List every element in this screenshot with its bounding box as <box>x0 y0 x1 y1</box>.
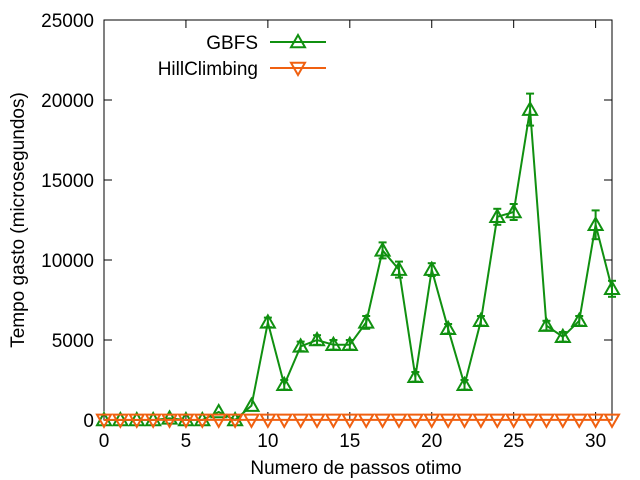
legend-marker <box>289 61 307 78</box>
x-tick-label: 15 <box>339 431 360 452</box>
data-point <box>259 413 277 429</box>
x-tick-label: 25 <box>503 431 524 452</box>
data-point <box>455 413 474 429</box>
y-tick-label: 25000 <box>41 11 94 32</box>
data-point <box>209 413 228 429</box>
legend-label: GBFS <box>206 33 258 54</box>
data-point <box>406 413 425 429</box>
data-point <box>406 367 425 384</box>
data-point <box>586 215 605 232</box>
data-point <box>128 413 146 429</box>
data-point <box>488 413 507 429</box>
legend-label: HillClimbing <box>158 59 258 80</box>
data-point <box>275 375 293 392</box>
data-point <box>308 330 326 347</box>
data-point <box>111 413 130 429</box>
data-point <box>291 337 310 353</box>
data-point <box>554 327 572 344</box>
data-point <box>259 313 277 329</box>
data-point <box>209 402 228 419</box>
series-hillclimbing <box>95 413 621 429</box>
data-point <box>537 413 556 429</box>
data-point <box>193 413 212 429</box>
y-axis-title: Tempo gasto (microsegundos) <box>8 92 29 348</box>
data-point <box>603 413 621 429</box>
y-tick-label: 0 <box>83 411 94 432</box>
data-point <box>455 375 474 392</box>
data-point <box>504 202 523 219</box>
data-point <box>423 413 441 429</box>
data-point <box>177 413 195 429</box>
y-tick-label: 15000 <box>41 171 94 192</box>
data-point <box>226 413 244 429</box>
data-point <box>488 207 507 224</box>
data-point <box>291 413 310 429</box>
data-point <box>144 413 162 429</box>
data-point <box>373 413 392 429</box>
x-tick-label: 0 <box>99 431 110 452</box>
x-tick-label: 30 <box>585 431 606 452</box>
data-point <box>242 413 261 429</box>
data-point <box>521 413 539 429</box>
plot-border <box>103 19 613 421</box>
data-point <box>308 413 326 429</box>
legend-marker <box>289 32 307 49</box>
plot-frame <box>103 19 613 421</box>
x-tick-label: 5 <box>181 431 192 452</box>
data-point <box>390 413 408 429</box>
x-axis: 0 5 10 15 20 25 30 <box>99 20 606 452</box>
data-point <box>472 311 490 328</box>
data-point <box>373 241 392 257</box>
series-gbfs <box>95 92 621 427</box>
data-point <box>324 335 343 352</box>
x-tick-label: 20 <box>421 431 442 452</box>
series-layer <box>95 92 621 429</box>
data-point <box>570 413 588 429</box>
data-point <box>341 413 359 429</box>
y-tick-label: 5000 <box>52 331 94 352</box>
series-line <box>104 109 613 422</box>
data-point <box>160 413 179 429</box>
y-tick-label: 10000 <box>41 251 94 272</box>
x-tick-label: 10 <box>257 431 278 452</box>
y-axis: 0 5000 10000 15000 20000 25000 <box>41 11 612 432</box>
data-point <box>504 413 523 429</box>
data-point <box>324 413 343 429</box>
data-point <box>242 396 261 412</box>
data-point <box>357 413 375 429</box>
data-point <box>390 260 408 276</box>
data-point <box>357 313 375 329</box>
data-point <box>275 413 293 429</box>
data-point <box>439 413 457 429</box>
data-point <box>472 413 490 429</box>
data-point <box>521 100 539 116</box>
y-tick-label: 20000 <box>41 91 94 112</box>
data-point <box>423 260 441 276</box>
data-point <box>160 409 179 425</box>
data-point <box>537 316 556 332</box>
data-point <box>570 311 588 328</box>
data-point <box>439 319 457 336</box>
x-axis-title: Numero de passos otimo <box>250 458 461 479</box>
legend: GBFS HillClimbing <box>158 32 326 80</box>
data-point <box>603 279 621 296</box>
data-point <box>586 413 605 429</box>
data-point <box>341 335 359 352</box>
data-point <box>95 413 113 429</box>
data-point <box>554 413 572 429</box>
